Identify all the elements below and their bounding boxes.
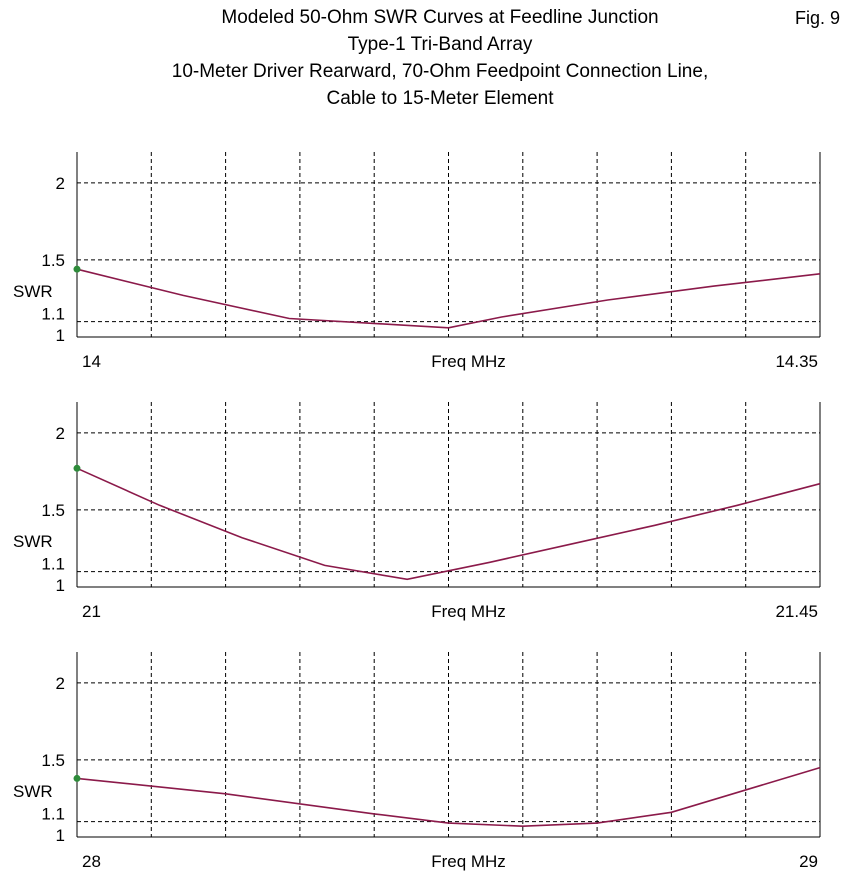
- figure-number: Fig. 9: [795, 8, 841, 28]
- title-line-4: Cable to 15-Meter Element: [326, 88, 554, 109]
- chart2-y-tick-label: 1: [56, 576, 65, 595]
- chart1-x-axis-label: Freq MHz: [431, 352, 506, 371]
- chart2-start-point-marker: [73, 464, 81, 472]
- chart3-y-tick-label: 1.5: [41, 751, 65, 770]
- chart3-y-tick-label: 1: [56, 826, 65, 845]
- title-line-3: 10-Meter Driver Rearward, 70-Ohm Feedpoi…: [171, 61, 709, 82]
- chart1-x-tick-label-start: 14: [82, 352, 101, 371]
- chart1-y-tick-label: 1.5: [41, 251, 65, 270]
- chart-title: Modeled 50-Ohm SWR Curves at Feedline Ju…: [40, 4, 840, 112]
- chart3-swr-curve: [76, 766, 821, 828]
- chart3-x-tick-label-start: 28: [82, 852, 101, 871]
- chart2-x-axis-label: Freq MHz: [431, 602, 506, 621]
- chart2-swr-curve: [76, 467, 821, 581]
- chart3-y-tick-label: 2: [56, 674, 65, 693]
- chart1-y-tick-label: 1.1: [41, 305, 65, 324]
- chart3-y-tick-label: 1.1: [41, 805, 65, 824]
- chart2-y-tick-label: 1.1: [41, 555, 65, 574]
- chart1-y-axis-label: SWR: [13, 282, 53, 301]
- chart1-y-tick-label: 1: [56, 326, 65, 345]
- chart2-x-tick-label-start: 21: [82, 602, 101, 621]
- chart3-y-axis-label: SWR: [13, 782, 53, 801]
- chart2-y-axis-label: SWR: [13, 532, 53, 551]
- chart2-y-tick-label: 2: [56, 424, 65, 443]
- chart1-y-tick-label: 2: [56, 174, 65, 193]
- chart2-x-tick-label-end: 21.45: [775, 602, 818, 621]
- chart3-start-point-marker: [73, 774, 81, 782]
- chart1-x-tick-label-end: 14.35: [775, 352, 818, 371]
- title-line-1: Modeled 50-Ohm SWR Curves at Feedline Ju…: [221, 7, 659, 28]
- title-line-2: Type-1 Tri-Band Array: [347, 34, 533, 55]
- chart2-y-tick-label: 1.5: [41, 501, 65, 520]
- chart1-swr-curve: [76, 268, 821, 329]
- chart1-start-point-marker: [73, 265, 81, 273]
- chart3-x-tick-label-end: 29: [799, 852, 818, 871]
- chart3-x-axis-label: Freq MHz: [431, 852, 506, 871]
